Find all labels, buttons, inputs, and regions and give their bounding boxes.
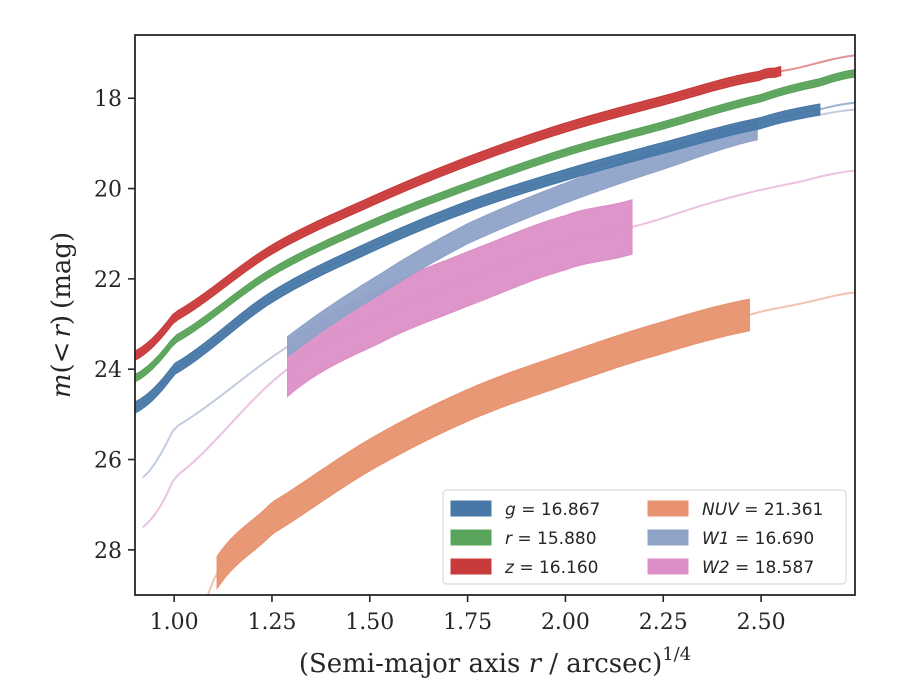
y-axis-label: m(< r) (mag) [47,232,77,398]
x-tick-label: 2.50 [737,610,786,635]
x-axis-label-sup: 1/4 [662,644,691,665]
series-band-NUV [216,298,750,591]
y-axis-label-lt: < [47,342,77,364]
legend-swatch-NUV [647,500,689,517]
y-tick-label: 20 [94,178,122,203]
plot-frame [134,34,856,596]
legend-label-W2: W2 = 18.587 [702,558,814,578]
y-tick-label: 26 [94,449,122,474]
y-axis-label-r: r [47,324,77,338]
legend-swatch-W2 [647,558,689,575]
x-tick-label: 1.25 [247,610,296,635]
legend-label-NUV: NUV = 21.361 [702,500,823,520]
legend-swatch-W1 [647,529,689,546]
legend-swatch-r [450,529,492,546]
x-tick-label: 1.00 [150,610,199,635]
series-band-g [135,103,821,414]
plot-area [135,54,855,595]
x-axis: 1.00 1.25 1.50 1.75 2.00 2.25 2.50 [150,595,786,635]
y-tick-label: 22 [94,268,122,293]
x-tick-label: 1.75 [443,610,492,635]
y-tick-label: 18 [94,87,122,112]
legend-label-W1: W1 = 16.690 [702,529,814,549]
legend-label-z: z = 16.160 [504,558,598,578]
legend-label-r: r = 15.880 [505,529,597,549]
y-axis-label-m: m [47,373,77,398]
legend-box [442,489,847,585]
y-axis: 18 20 22 24 26 28 [94,87,135,564]
series-band-z [135,65,782,361]
x-axis-label-var: r [529,649,543,679]
y-tick-label: 28 [94,539,122,564]
x-tick-label: 2.25 [639,610,688,635]
legend-swatch-z [450,558,492,575]
legend: g = 16.867 r = 15.880 z = 16.160 NUV = 21.3… [442,489,847,585]
x-tick-label: 1.50 [345,610,394,635]
x-tick-label: 2.00 [541,610,590,635]
y-axis-label-unit: (mag) [47,232,77,309]
y-tick-label: 24 [94,358,122,383]
x-axis-label: (Semi-major axis r / arcsec)1/4 [299,644,691,679]
legend-label-g: g = 16.867 [505,500,600,520]
legend-swatch-g [450,500,492,517]
x-axis-label-mid: / arcsec) [541,649,662,679]
series-band-W1 [287,119,758,358]
x-axis-label-prefix: (Semi-major axis [299,649,529,679]
y-axis-label-open: ( [47,363,77,373]
series-band-r [135,69,855,383]
y-axis-label-close: ) [47,315,77,325]
